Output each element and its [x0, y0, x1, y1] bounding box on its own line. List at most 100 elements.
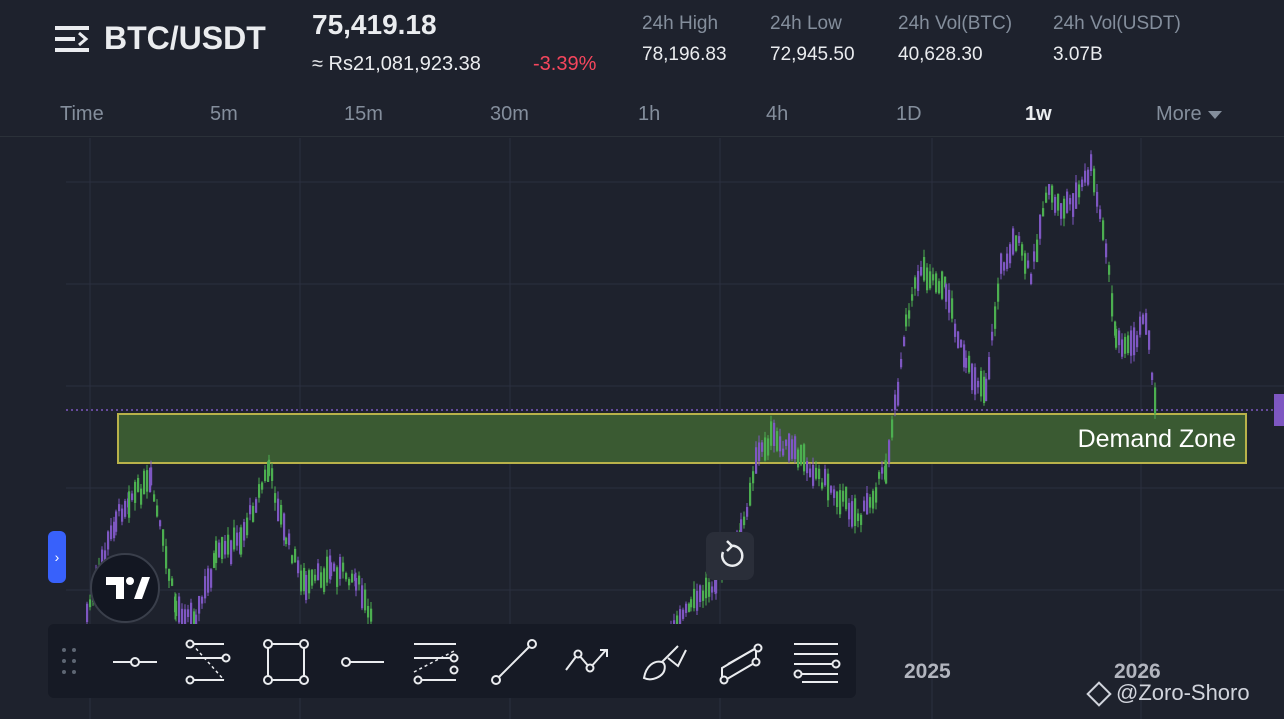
- candle-body: [277, 498, 280, 522]
- candle-body: [210, 569, 213, 588]
- reset-chart-button[interactable]: [706, 532, 754, 580]
- candle-body: [348, 579, 351, 586]
- tab-1w[interactable]: 1w: [1025, 103, 1052, 125]
- rectangle-tool[interactable]: [260, 636, 312, 688]
- parallel-channel-tool[interactable]: [410, 636, 462, 688]
- candle-body: [1072, 193, 1075, 217]
- candle-body: [326, 556, 329, 583]
- candle-body: [128, 491, 131, 518]
- fib-levels-tool[interactable]: [790, 636, 842, 688]
- candle-body: [255, 499, 258, 513]
- candle-body: [917, 271, 920, 291]
- pair-title[interactable]: BTC/USDT: [104, 20, 266, 56]
- pitchfork-tool[interactable]: [716, 636, 768, 688]
- candle-body: [1108, 265, 1111, 275]
- candle-body: [131, 493, 134, 500]
- tab-1h[interactable]: 1h: [638, 103, 661, 125]
- candle-body: [1099, 209, 1102, 219]
- candle-body: [997, 283, 1000, 302]
- candle-body: [107, 531, 110, 550]
- tab-5m[interactable]: 5m: [210, 103, 238, 125]
- candle-body: [201, 596, 204, 604]
- candle-body: [963, 344, 966, 368]
- candle-body: [983, 376, 986, 403]
- candle-body: [171, 578, 174, 586]
- tab-time[interactable]: Time: [60, 103, 104, 125]
- stat-24h-vol-usdt: 24h Vol(USDT) 3.07B: [1053, 13, 1181, 66]
- candle-body: [236, 532, 239, 546]
- drag-grip-icon[interactable]: [60, 646, 80, 676]
- candle-body: [960, 339, 963, 348]
- candle-body: [863, 500, 866, 512]
- candle-body: [1148, 330, 1151, 350]
- candle-body: [971, 363, 974, 391]
- candle-body: [711, 586, 714, 593]
- candle-body: [323, 568, 326, 592]
- tab-more[interactable]: More: [1156, 103, 1222, 126]
- candle-body: [354, 574, 357, 581]
- candle-body: [137, 478, 140, 492]
- candle-body: [140, 488, 143, 505]
- menu-icon[interactable]: [55, 24, 89, 54]
- candle-body: [791, 439, 794, 459]
- candle-body: [258, 484, 261, 498]
- candle-body: [929, 271, 932, 289]
- candle-body: [932, 274, 935, 281]
- candle-body: [842, 490, 845, 502]
- tab-30m[interactable]: 30m: [490, 103, 529, 125]
- candle-body: [1027, 260, 1030, 268]
- candle-body: [190, 602, 193, 626]
- candle-body: [875, 487, 878, 503]
- candle-body: [705, 577, 708, 599]
- candle-body: [221, 536, 224, 559]
- price-chart[interactable]: Demand Zone: [0, 138, 1284, 719]
- candle-body: [702, 590, 705, 601]
- stat-value: 40,628.30: [898, 44, 983, 65]
- candle-body: [305, 574, 308, 600]
- candle-body: [233, 527, 236, 550]
- candle-body: [935, 273, 938, 293]
- tab-4h[interactable]: 4h: [766, 103, 789, 125]
- candle-body: [806, 461, 809, 474]
- candle-body: [788, 433, 791, 461]
- stat-24h-high: 24h High 78,196.83: [642, 13, 727, 66]
- time-axis-label: 2026: [1114, 660, 1161, 683]
- candle-body: [1151, 372, 1154, 380]
- candle-body: [213, 553, 216, 568]
- trend-line-tool[interactable]: [488, 636, 540, 688]
- candle-body: [317, 563, 320, 581]
- candle-body: [1054, 196, 1057, 213]
- stat-value: 78,196.83: [642, 44, 727, 65]
- candle-body: [974, 367, 977, 395]
- candle-body: [699, 585, 702, 602]
- candle-body: [1121, 339, 1124, 357]
- tradingview-logo[interactable]: [90, 553, 160, 623]
- candle-body: [815, 467, 818, 479]
- candle-body: [351, 573, 354, 583]
- candle-body: [693, 588, 696, 609]
- candle-body: [988, 357, 991, 380]
- candle-body: [794, 436, 797, 460]
- drawing-toolbar: [48, 624, 856, 698]
- tab-15m[interactable]: 15m: [344, 103, 383, 125]
- horizontal-line-tool[interactable]: [336, 636, 388, 688]
- horizontal-ray-tool[interactable]: [109, 636, 161, 688]
- candle-body: [1042, 208, 1045, 217]
- candle-body: [848, 502, 851, 520]
- path-tool[interactable]: [562, 636, 614, 688]
- candle-body: [923, 257, 926, 281]
- candle-body: [945, 284, 948, 302]
- fib-retracement-tool[interactable]: [182, 636, 234, 688]
- candle-body: [715, 567, 718, 594]
- stat-label: 24h Low: [770, 13, 842, 34]
- tab-1d[interactable]: 1D: [896, 103, 922, 125]
- candle-body: [830, 486, 833, 493]
- candle-body: [355, 577, 358, 591]
- candle-body: [110, 525, 113, 540]
- expand-panel-handle[interactable]: ›: [48, 531, 66, 583]
- watermark-text: @Zoro-Shoro: [1116, 680, 1250, 705]
- candle-body: [1018, 236, 1021, 243]
- brush-tool[interactable]: [638, 636, 690, 688]
- candle-body: [291, 555, 294, 564]
- candle-body: [803, 444, 806, 472]
